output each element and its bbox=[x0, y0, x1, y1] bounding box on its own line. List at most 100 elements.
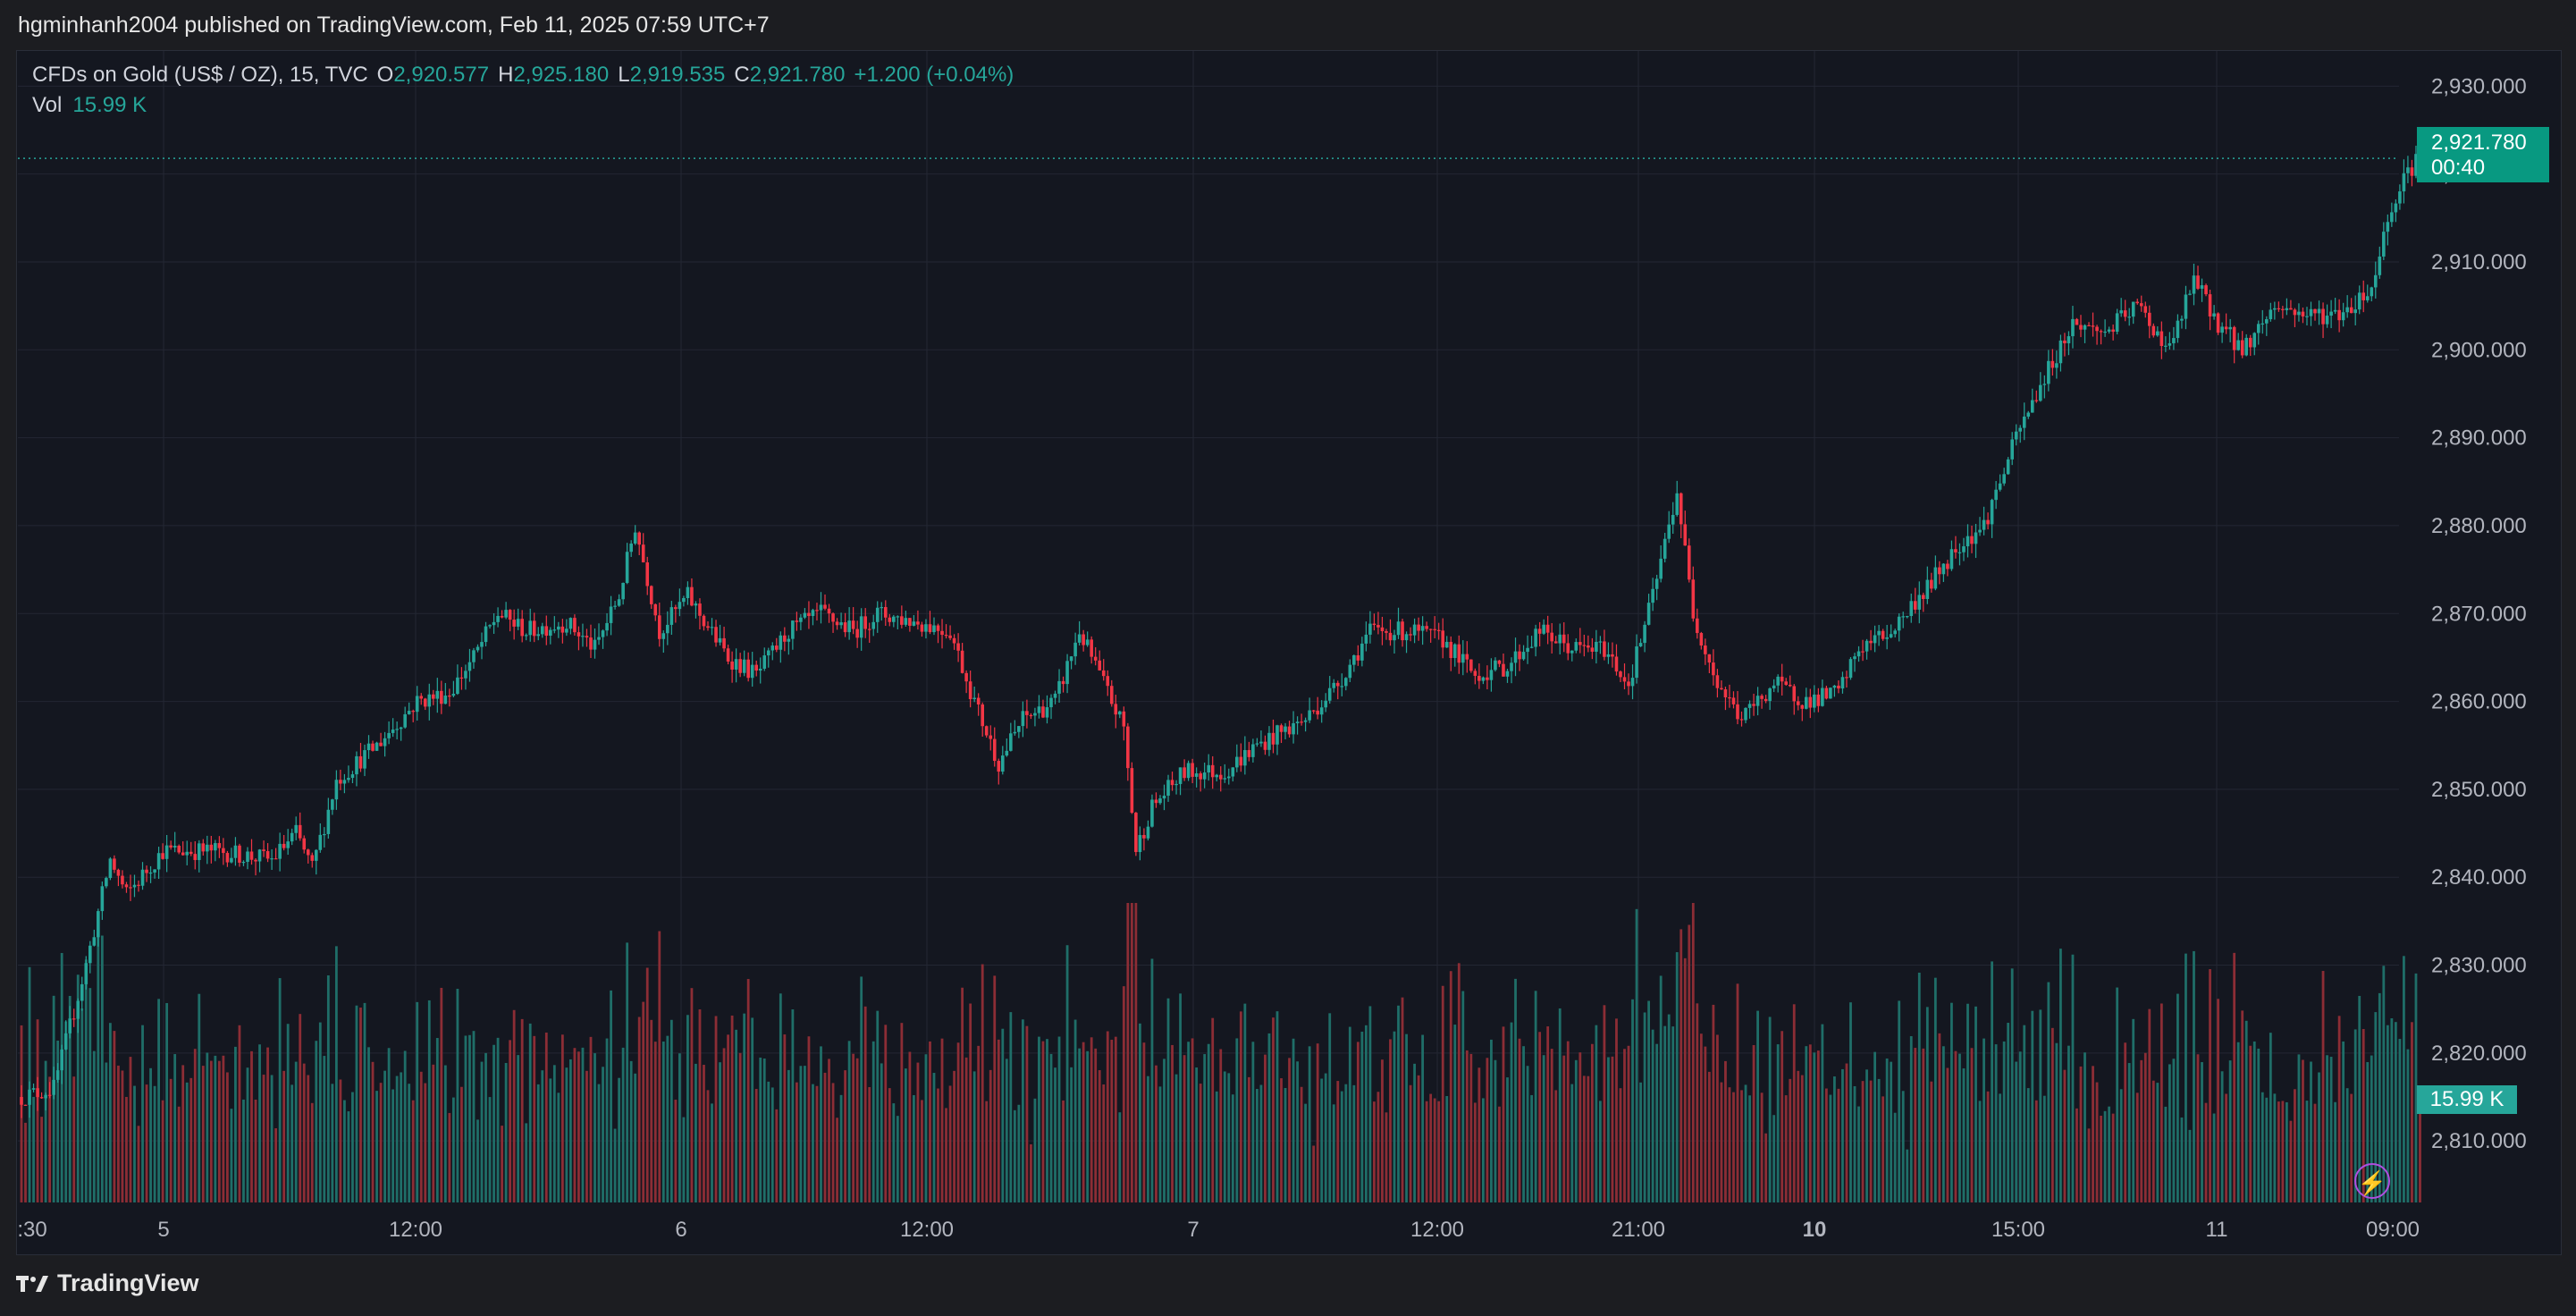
volume-bar bbox=[2366, 1062, 2370, 1202]
volume-bar bbox=[2305, 1101, 2309, 1202]
volume-bar bbox=[626, 942, 629, 1202]
candle-body bbox=[1037, 706, 1041, 713]
volume-bar bbox=[569, 1059, 572, 1202]
volume-bar bbox=[1025, 1025, 1029, 1202]
volume-bar bbox=[1453, 1025, 1457, 1202]
volume-bar bbox=[1542, 1055, 1545, 1202]
candle-body bbox=[641, 544, 645, 563]
candle-body bbox=[1638, 643, 1643, 647]
candle-body bbox=[1178, 767, 1183, 784]
volume-bar bbox=[1288, 1058, 1291, 1202]
volume-bar bbox=[1914, 1048, 1917, 1202]
volume-bar bbox=[391, 1089, 395, 1202]
volume-bar bbox=[1348, 1026, 1351, 1202]
volume-bar bbox=[1235, 1038, 1239, 1202]
volume-bar bbox=[2281, 1101, 2285, 1202]
candle-body bbox=[1049, 697, 1053, 708]
volume-bar bbox=[536, 1084, 540, 1202]
volume-bar bbox=[1490, 1039, 1493, 1202]
candle-body bbox=[314, 849, 318, 861]
volume-bar bbox=[1857, 1106, 1860, 1202]
volume-bar bbox=[40, 1117, 43, 1202]
candle-body bbox=[896, 616, 900, 618]
volume-bar bbox=[2018, 1051, 2022, 1202]
volume-bar bbox=[2111, 1113, 2115, 1202]
lightning-icon[interactable]: ⚡ bbox=[2354, 1163, 2390, 1199]
y-tick-label: 2,860.000 bbox=[2431, 690, 2527, 714]
volume-bar bbox=[1688, 924, 1691, 1202]
candle-body bbox=[1630, 678, 1635, 687]
volume-bar bbox=[767, 1081, 770, 1202]
candle-body bbox=[2329, 311, 2333, 316]
candle-body bbox=[1101, 670, 1106, 677]
candle-body bbox=[892, 616, 896, 622]
candle-body bbox=[249, 851, 254, 860]
candle-body bbox=[1837, 685, 1840, 689]
candle-body bbox=[1553, 641, 1558, 644]
candle-body bbox=[1986, 519, 1990, 525]
candle-body bbox=[1715, 675, 1720, 688]
volume-bar bbox=[727, 1034, 729, 1202]
volume-bar bbox=[1574, 1059, 1578, 1202]
candle-body bbox=[76, 1000, 80, 1019]
volume-bar bbox=[985, 1101, 989, 1202]
volume-bar bbox=[577, 1051, 580, 1202]
volume-bar bbox=[189, 1077, 193, 1202]
volume-bar bbox=[2273, 1093, 2277, 1202]
candle-body bbox=[2196, 275, 2200, 289]
candle-body bbox=[2256, 324, 2260, 333]
volume-bar bbox=[1150, 958, 1154, 1202]
candle-body bbox=[72, 1018, 76, 1020]
candle-body bbox=[222, 848, 225, 854]
volume-bar bbox=[198, 993, 201, 1202]
volume-bar bbox=[1930, 1081, 1933, 1202]
candle-body bbox=[407, 711, 411, 714]
volume-bar bbox=[262, 1075, 265, 1202]
volume-bar bbox=[1824, 1088, 1828, 1202]
volume-bar bbox=[2075, 1108, 2078, 1202]
volume-bar bbox=[1021, 1019, 1024, 1202]
candle-body bbox=[597, 637, 601, 640]
volume-bar bbox=[1671, 1026, 1675, 1202]
volume-bar bbox=[1861, 1081, 1865, 1202]
volume-bar bbox=[1316, 1043, 1319, 1202]
candle-body bbox=[1760, 696, 1764, 699]
candle-body bbox=[997, 761, 1001, 772]
candle-body bbox=[1832, 685, 1837, 688]
volume-bar bbox=[1005, 1059, 1008, 1202]
volume-bar bbox=[416, 1001, 419, 1202]
candle-body bbox=[1970, 536, 1974, 544]
volume-bar bbox=[977, 1045, 981, 1202]
volume-bar bbox=[2212, 1113, 2216, 1202]
volume-bar bbox=[844, 1070, 846, 1202]
volume-bar bbox=[956, 1042, 960, 1202]
volume-bar bbox=[1845, 1063, 1848, 1202]
candle-body bbox=[1428, 628, 1433, 630]
volume-bar bbox=[2132, 1018, 2135, 1202]
candle-body bbox=[1433, 628, 1436, 630]
volume-bar bbox=[1195, 1067, 1199, 1202]
volume-bar bbox=[989, 1069, 992, 1202]
volume-bar bbox=[1017, 1104, 1021, 1202]
candle-body bbox=[472, 650, 476, 662]
candle-body bbox=[835, 621, 839, 626]
candle-body bbox=[2365, 296, 2370, 300]
volume-bar bbox=[2297, 1054, 2301, 1202]
volume-bar bbox=[921, 1100, 923, 1202]
tradingview-logo[interactable]: TradingView bbox=[16, 1270, 199, 1297]
candle-body bbox=[379, 742, 383, 747]
volume-bar bbox=[2201, 1062, 2203, 1202]
candle-body bbox=[1368, 623, 1372, 635]
volume-bar bbox=[997, 1039, 1000, 1202]
volume-bar bbox=[1094, 1048, 1098, 1202]
volume-bar bbox=[2204, 1102, 2208, 1202]
volume-bar bbox=[1073, 1019, 1077, 1202]
candle-body bbox=[1704, 645, 1707, 654]
candle-body bbox=[669, 607, 674, 625]
candle-body bbox=[1954, 549, 1957, 553]
volume-bar bbox=[145, 1084, 148, 1202]
volume-bar bbox=[618, 1077, 621, 1202]
volume-bar bbox=[209, 1060, 213, 1202]
last-price-value: 2,921.780 bbox=[2431, 131, 2527, 155]
